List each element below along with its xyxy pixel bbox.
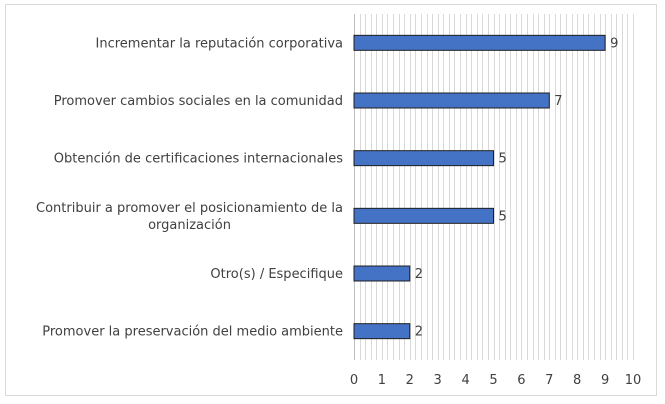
x-tick-label: 9 — [601, 373, 609, 388]
x-tick-label: 7 — [545, 373, 553, 388]
x-tick-label: 1 — [378, 373, 386, 388]
category-label: Obtención de certificaciones internacion… — [54, 152, 343, 167]
data-label: 7 — [554, 94, 562, 109]
label-layer: 0 1 2 3 4 5 6 7 8 9 10 9 Incrementar la reputación c… — [36, 36, 641, 388]
x-tick-label: 4 — [461, 373, 469, 388]
bar — [353, 92, 550, 109]
category-label-line: Incrementar la reputación corporativa — [96, 36, 343, 51]
x-tick-label: 5 — [489, 373, 497, 388]
category-label: Otro(s) / Especifique — [210, 267, 343, 282]
category-label-line: Otro(s) / Especifique — [210, 267, 343, 282]
category-label-line: Obtención de certificaciones internacion… — [54, 152, 343, 167]
data-label: 5 — [499, 209, 507, 224]
category-label: Contribuir a promover el posicionamiento… — [36, 201, 343, 233]
category-label: Promover la preservación del medio ambie… — [42, 325, 343, 340]
chart-frame — [5, 4, 657, 396]
x-tick-label: 3 — [434, 373, 442, 388]
x-tick-label: 6 — [517, 373, 525, 388]
category-label-line: Promover cambios sociales en la comunida… — [54, 94, 343, 109]
category-label: Promover cambios sociales en la comunida… — [54, 94, 343, 109]
bar — [353, 34, 606, 51]
grid-layer — [354, 14, 634, 360]
data-label: 9 — [610, 36, 618, 51]
bar — [353, 150, 494, 167]
bar — [353, 323, 411, 340]
bar — [353, 207, 494, 224]
bar-layer — [353, 34, 606, 340]
data-label: 2 — [415, 325, 423, 340]
category-label: Incrementar la reputación corporativa — [96, 36, 343, 51]
x-tick-label: 2 — [406, 373, 414, 388]
category-label-line: Contribuir a promover el posicionamiento… — [36, 201, 343, 216]
data-label: 5 — [499, 152, 507, 167]
category-label-line: organización — [148, 218, 231, 233]
category-label-line: Promover la preservación del medio ambie… — [42, 325, 343, 340]
x-tick-label: 8 — [573, 373, 581, 388]
x-tick-label: 0 — [350, 373, 358, 388]
x-tick-label: 10 — [625, 373, 642, 388]
bar — [353, 265, 411, 282]
data-label: 2 — [415, 267, 423, 282]
